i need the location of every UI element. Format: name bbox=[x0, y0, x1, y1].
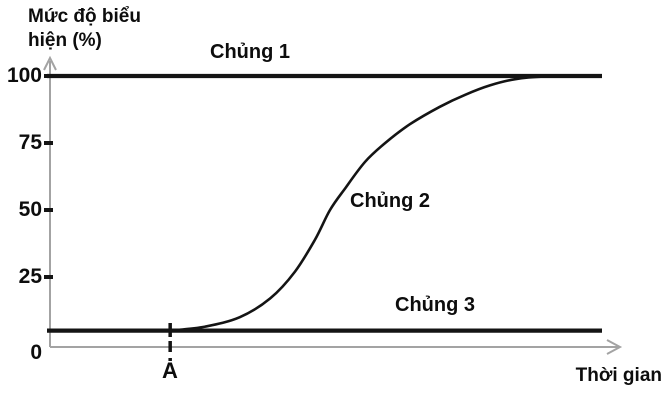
y-axis-title: Mức độ biểu hiện (%) bbox=[28, 6, 141, 51]
x-axis-title: Thời gian bbox=[575, 365, 662, 386]
y-tick-label: 25 bbox=[18, 265, 42, 288]
y-tick-label: 75 bbox=[18, 131, 42, 154]
series-label-chung-1: Chủng 1 bbox=[210, 41, 290, 63]
series-curve-chủng-2 bbox=[168, 74, 602, 332]
y-tick-label: 50 bbox=[18, 198, 42, 221]
x-axis-arrow-icon bbox=[606, 339, 623, 355]
series-label-chung-3: Chủng 3 bbox=[395, 294, 475, 316]
point-a-label: A bbox=[162, 358, 178, 383]
y-tick-label: 0 bbox=[30, 341, 42, 364]
series-label-chung-2: Chủng 2 bbox=[350, 190, 430, 212]
y-axis-arrow-icon bbox=[43, 55, 57, 71]
y-tick-label: 100 bbox=[6, 64, 42, 87]
axes bbox=[43, 55, 623, 355]
series-layer bbox=[44, 73, 602, 361]
